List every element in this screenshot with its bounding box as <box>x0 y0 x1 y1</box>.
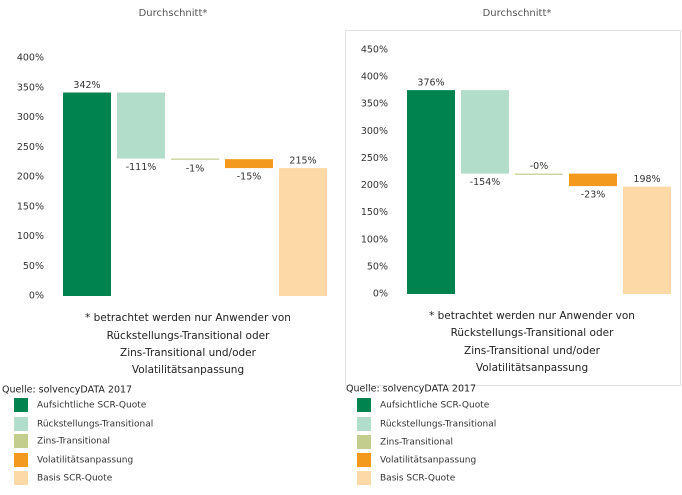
chart-title: Durchschnitt* <box>139 8 208 19</box>
y-tick-label: 300% <box>361 126 388 137</box>
bar <box>515 173 563 175</box>
value-label: -111% <box>126 162 157 173</box>
y-tick-label: 250% <box>361 153 388 164</box>
y-tick-label: 200% <box>17 172 44 183</box>
legend-swatch <box>357 417 371 431</box>
legend-label: Rückstellungs-Transitional <box>380 420 496 430</box>
legend-swatch <box>14 434 28 448</box>
value-label: 198% <box>633 174 660 185</box>
legend-label: Basis SCR-Quote <box>380 474 456 484</box>
legend-label: Aufsichtliche SCR-Quote <box>380 401 490 411</box>
chart-border <box>345 30 681 386</box>
y-tick-label: 450% <box>361 45 388 56</box>
value-label: 376% <box>417 78 444 89</box>
bar <box>63 92 111 296</box>
value-label: -1% <box>186 163 205 174</box>
legend-swatch <box>14 453 28 467</box>
y-tick-label: 100% <box>17 231 44 242</box>
bar <box>407 90 455 294</box>
footnote: Rückstellungs-Transitional oder <box>107 330 270 342</box>
footnote: Zins-Transitional und/oder <box>464 345 601 357</box>
y-tick-label: 50% <box>23 261 44 272</box>
y-tick-label: 250% <box>17 142 44 153</box>
legend-label: Basis SCR-Quote <box>37 474 113 484</box>
legend-label: Volatilitätsanpassung <box>37 456 133 466</box>
y-tick-label: 50% <box>367 261 388 272</box>
legend-label: Aufsichtliche SCR-Quote <box>37 401 147 411</box>
bar <box>117 92 165 159</box>
y-tick-label: 100% <box>361 234 388 245</box>
source: Quelle: solvencyDATA 2017 <box>346 384 476 395</box>
legend-label: Rückstellungs-Transitional <box>37 420 153 430</box>
legend-label: Zins-Transitional <box>380 438 453 448</box>
bar <box>623 186 671 294</box>
legend-swatch <box>14 417 28 431</box>
y-tick-label: 0% <box>29 291 44 302</box>
bar <box>171 158 219 160</box>
source: Quelle: solvencyDATA 2017 <box>2 385 132 396</box>
legend-swatch <box>357 398 371 412</box>
value-label: 215% <box>289 156 316 167</box>
footnote: Zins-Transitional und/oder <box>120 347 257 359</box>
y-tick-label: 350% <box>361 99 388 110</box>
y-tick-label: 350% <box>17 82 44 93</box>
legend-label: Zins-Transitional <box>37 437 110 447</box>
footnote: * betrachtet werden nur Anwender von <box>85 312 291 324</box>
footnote: Volatilitätsanpassung <box>476 362 588 374</box>
legend-swatch <box>14 471 28 485</box>
footnote: Rückstellungs-Transitional oder <box>451 327 614 339</box>
legend-swatch <box>14 398 28 412</box>
y-tick-label: 400% <box>361 72 388 83</box>
y-tick-label: 300% <box>17 112 44 123</box>
footnote: Volatilitätsanpassung <box>132 364 244 376</box>
y-tick-label: 150% <box>361 207 388 218</box>
y-tick-label: 150% <box>17 201 44 212</box>
bar <box>279 168 327 296</box>
legend-label: Volatilitätsanpassung <box>380 456 476 466</box>
legend-swatch <box>357 471 371 485</box>
value-label: -0% <box>530 161 549 172</box>
value-label: 342% <box>73 80 100 91</box>
chart-title: Durchschnitt* <box>483 8 552 19</box>
bar <box>225 159 273 169</box>
footnote: * betrachtet werden nur Anwender von <box>429 310 635 322</box>
legend-swatch <box>357 453 371 467</box>
value-label: -15% <box>237 172 262 183</box>
bar <box>569 173 617 187</box>
value-label: -23% <box>581 190 606 201</box>
bar <box>461 90 509 174</box>
value-label: -154% <box>470 177 501 188</box>
y-tick-label: 400% <box>17 53 44 64</box>
legend-swatch <box>357 435 371 449</box>
y-tick-label: 0% <box>373 289 388 300</box>
y-tick-label: 200% <box>361 180 388 191</box>
